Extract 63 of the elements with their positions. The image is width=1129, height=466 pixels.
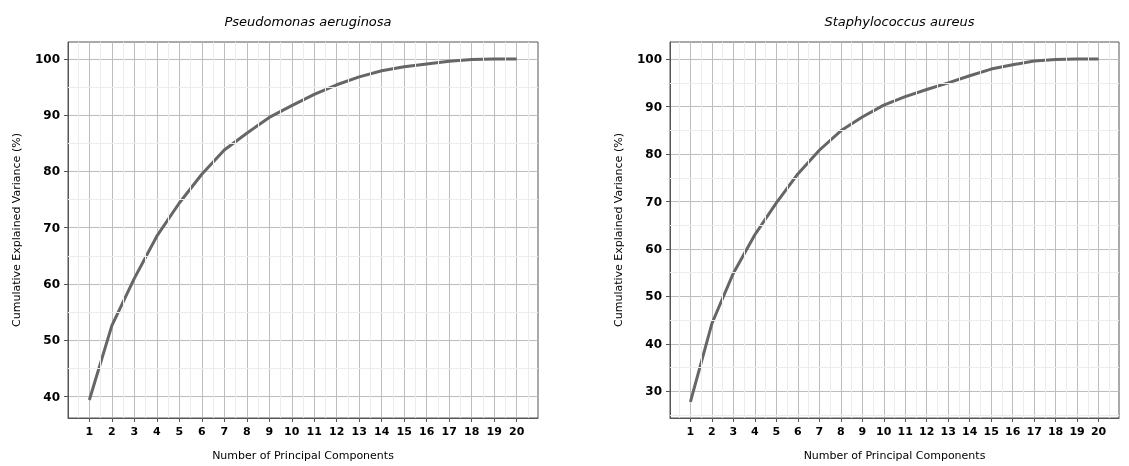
y-tick-label: 60 <box>645 241 662 256</box>
y-tick-label: 60 <box>43 277 60 292</box>
x-tick-label: 15 <box>396 425 412 438</box>
x-axis-title: Number of Principal Components <box>803 449 986 462</box>
y-tick-label: 50 <box>645 289 662 304</box>
x-tick-label: 16 <box>1005 425 1021 438</box>
y-tick-label: 70 <box>43 220 60 235</box>
x-tick-label: 8 <box>242 425 251 438</box>
x-tick-label: 7 <box>815 425 824 438</box>
x-tick-label: 5 <box>772 425 781 438</box>
x-tick-label: 12 <box>329 425 345 438</box>
y-tick-label: 80 <box>645 147 662 162</box>
x-tick-label: 4 <box>153 425 161 438</box>
y-tick-label: 100 <box>34 51 60 66</box>
x-tick-label: 11 <box>897 425 913 438</box>
x-tick-label: 9 <box>858 425 867 438</box>
x-tick-label: 20 <box>508 425 525 438</box>
x-tick-label: 6 <box>197 425 206 438</box>
line-series <box>688 57 1101 404</box>
x-tick-label: 3 <box>729 425 738 438</box>
y-axis-title: Cumulative Explained Variance (%) <box>10 133 23 327</box>
x-tick-label: 7 <box>220 425 229 438</box>
x-tick-label: 3 <box>130 425 139 438</box>
line-series <box>87 57 519 402</box>
x-tick-label: 1 <box>85 425 94 438</box>
x-tick-label: 19 <box>486 425 502 438</box>
x-tick-label: 6 <box>794 425 802 438</box>
x-tick-label: 2 <box>708 425 716 438</box>
x-tick-label: 14 <box>962 425 978 438</box>
x-tick-label: 17 <box>1026 425 1042 438</box>
x-tick-label: 15 <box>983 425 999 438</box>
chart-title: Staphylococcus aureus <box>824 14 975 29</box>
y-tick-label: 90 <box>43 108 60 123</box>
x-tick-label: 1 <box>686 425 695 438</box>
x-tick-label: 13 <box>351 425 367 438</box>
x-tick-label: 10 <box>876 425 892 438</box>
x-tick-label: 18 <box>1047 425 1064 438</box>
chart-title: Pseudomonas aeruginosa <box>224 14 392 29</box>
x-tick-label: 5 <box>175 425 184 438</box>
x-tick-label: 14 <box>374 425 390 438</box>
x-axis-title: Number of Principal Components <box>212 449 395 462</box>
x-tick-label: 2 <box>108 425 116 438</box>
x-tick-label: 8 <box>836 425 845 438</box>
y-tick-label: 90 <box>645 99 662 114</box>
y-tick-label: 70 <box>645 194 662 209</box>
x-tick-label: 13 <box>940 425 956 438</box>
y-tick-label: 40 <box>645 336 662 351</box>
x-tick-label: 16 <box>419 425 435 438</box>
x-tick-label: 17 <box>441 425 457 438</box>
y-tick-label: 40 <box>43 389 60 404</box>
x-tick-label: 19 <box>1069 425 1085 438</box>
y-tick-label: 80 <box>43 164 60 179</box>
y-tick-label: 30 <box>645 384 662 399</box>
x-tick-label: 4 <box>751 425 760 438</box>
x-tick-label: 11 <box>306 425 322 438</box>
x-tick-label: 12 <box>919 425 935 438</box>
y-tick-label: 50 <box>43 333 60 348</box>
x-tick-label: 20 <box>1090 425 1107 438</box>
y-axis-title: Cumulative Explained Variance (%) <box>612 133 625 327</box>
x-tick-label: 9 <box>265 425 274 438</box>
y-tick-label: 100 <box>636 52 662 67</box>
x-tick-label: 10 <box>284 425 300 438</box>
x-tick-label: 18 <box>464 425 480 438</box>
